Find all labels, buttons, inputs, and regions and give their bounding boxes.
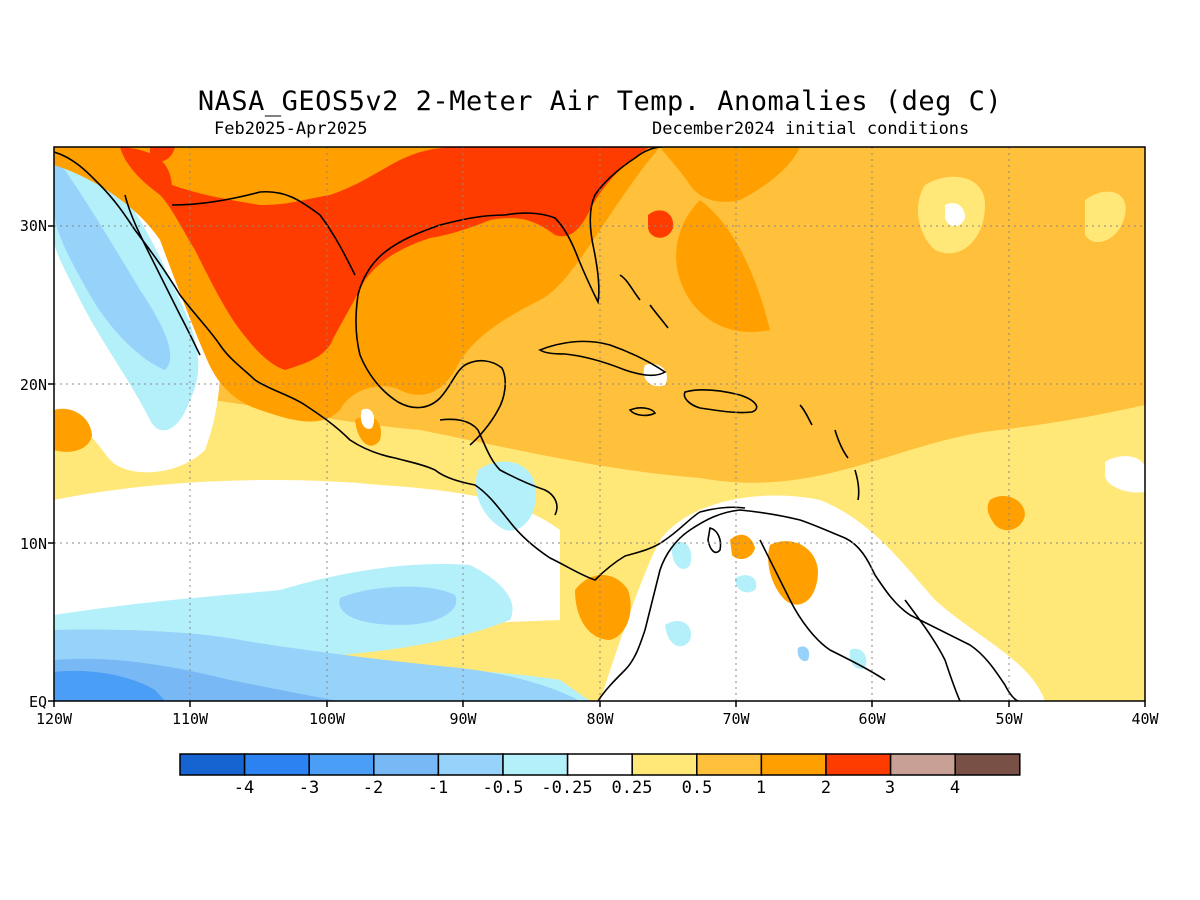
anomaly-region (730, 534, 755, 560)
lon-label: 40W (1131, 710, 1159, 728)
colorbar-label: -4 (234, 778, 254, 798)
axis-ticks (48, 225, 1146, 707)
anomaly-region (120, 147, 650, 370)
colorbar-label: 0.25 (612, 778, 653, 798)
border-northern-south-america (759, 539, 961, 701)
colorbar-label: 0.5 (682, 778, 713, 798)
forecast-period: Feb2025-Apr2025 (214, 119, 368, 139)
coastline-baja (124, 194, 201, 356)
anomaly-region (1085, 191, 1126, 243)
lon-label: 70W (722, 710, 750, 728)
anomaly-region (439, 444, 463, 472)
anomaly-region (648, 210, 674, 238)
coastline-bahamas (619, 274, 669, 329)
colorbar-label: 3 (885, 778, 895, 798)
colorbar-swatch (825, 753, 892, 776)
anomaly-region (665, 620, 691, 647)
anomaly-region (987, 495, 1025, 531)
lon-label: 90W (449, 710, 477, 728)
colorbar-label: -0.25 (541, 778, 592, 798)
colorbar-label: -2 (363, 778, 383, 798)
coastline-jamaica (628, 407, 657, 417)
lon-label: 120W (36, 710, 73, 728)
colorbar-label: 1 (756, 778, 766, 798)
coastlines (54, 147, 1019, 701)
colorbar-swatch (502, 753, 569, 776)
anomaly-region (54, 155, 171, 370)
anomaly-region (945, 203, 965, 227)
coastline-hispaniola (683, 389, 758, 414)
anomaly-region (660, 147, 800, 202)
anomaly-region (475, 461, 536, 531)
lon-axis: 120W 110W 100W 90W 80W 70W 60W 50W 40W (36, 710, 1160, 728)
lat-label: EQ (29, 693, 47, 711)
colorbar-swatch (566, 753, 633, 776)
colorbar-swatch (889, 753, 956, 776)
lon-label: 110W (172, 710, 209, 728)
colorbar-labels: -4 -3 -2 -1 -0.5 -0.25 0.25 0.5 1 2 3 4 (234, 778, 960, 798)
coastline-north-america (54, 151, 746, 581)
colorbar-swatch (308, 753, 375, 776)
lat-label: 10N (20, 535, 47, 553)
anomaly-region (768, 541, 818, 605)
colorbar-label: 4 (950, 778, 960, 798)
graticule (54, 147, 1145, 701)
coastline-gulf-of-mexico (355, 214, 507, 446)
map-title: NASA_GEOS5v2 2-Meter Air Temp. Anomalies… (197, 86, 1003, 117)
anomaly-region (360, 408, 375, 429)
lon-label: 80W (586, 710, 614, 728)
lat-label: 30N (20, 217, 47, 235)
coastline-lake-maracaibo (707, 527, 722, 554)
colorbar-swatch (696, 753, 763, 776)
lon-label: 60W (858, 710, 886, 728)
lat-label: 20N (20, 376, 47, 394)
colorbar-swatch (373, 753, 440, 776)
lat-axis: 30N 20N 10N EQ (20, 217, 47, 711)
colorbar (179, 753, 1021, 776)
anomaly-region (575, 575, 631, 640)
colorbar-label: -3 (299, 778, 319, 798)
colorbar-label: -0.5 (483, 778, 524, 798)
colorbar-label: -1 (428, 778, 448, 798)
coastline-south-america (597, 509, 1019, 701)
initial-conditions: December2024 initial conditions (652, 119, 970, 139)
lon-label: 50W (995, 710, 1023, 728)
colorbar-label: 2 (821, 778, 831, 798)
anomaly-region (797, 646, 810, 662)
colorbar-swatch (760, 753, 827, 776)
colorbar-swatch (437, 753, 504, 776)
border-us-mexico (171, 190, 356, 276)
lon-label: 100W (309, 710, 346, 728)
anomaly-region (1105, 456, 1145, 493)
anomaly-region (600, 495, 1045, 701)
anomaly-region (339, 586, 457, 625)
anomaly-region (735, 575, 757, 593)
anomaly-region (54, 670, 165, 701)
anomaly-field (54, 147, 1145, 701)
border-central-america (439, 418, 558, 516)
coastline-cuba (538, 340, 667, 377)
colorbar-swatch (243, 753, 310, 776)
anomaly-region (54, 408, 92, 452)
colorbar-swatch (631, 753, 698, 776)
anomaly-region (676, 200, 770, 332)
coastline-antilles (799, 404, 860, 501)
anomaly-region (150, 147, 175, 162)
anomaly-region (355, 416, 381, 446)
colorbar-swatch (954, 753, 1021, 776)
anomaly-region (671, 541, 692, 569)
colorbar-swatch (179, 753, 246, 776)
anomaly-region (849, 648, 867, 669)
coastline-florida (504, 147, 663, 305)
